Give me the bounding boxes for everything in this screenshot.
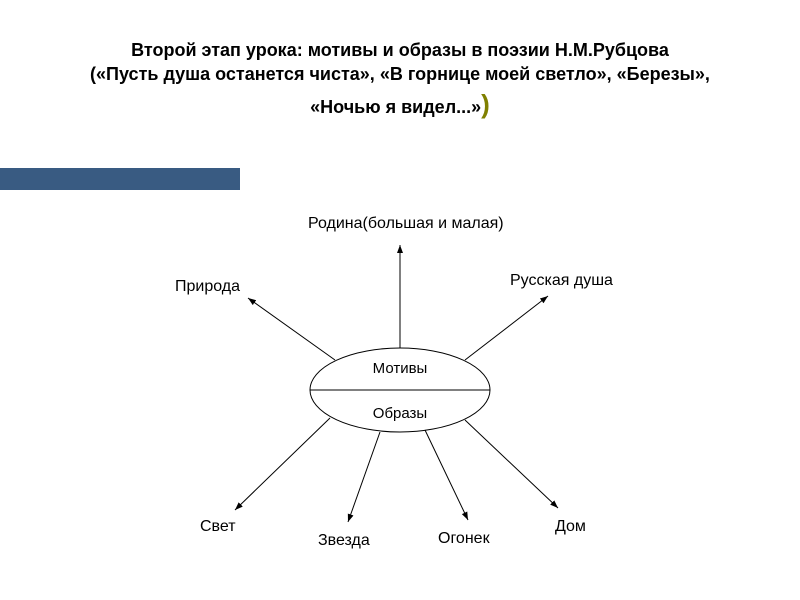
arrow-ogonek [425,430,468,520]
center-label-obrazy: Образы [340,405,460,422]
node-label-rodina: Родина(большая и малая) [308,215,504,233]
node-label-zvezda: Звезда [318,532,370,550]
arrow-dusha [465,296,548,360]
node-label-priroda: Природа [175,278,240,296]
node-label-dom: Дом [555,518,586,536]
node-label-svet: Свет [200,518,236,536]
slide-root: Второй этап урока: мотивы и образы в поэ… [0,0,800,600]
center-label-motivy: Мотивы [340,360,460,377]
arrow-dom [465,420,558,508]
node-label-dusha: Русская душа [510,272,613,290]
arrow-priroda [248,298,335,360]
node-label-ogonek: Огонек [438,530,490,548]
arrow-zvezda [348,432,380,522]
diagram-svg [0,0,800,600]
arrow-svet [235,418,330,510]
